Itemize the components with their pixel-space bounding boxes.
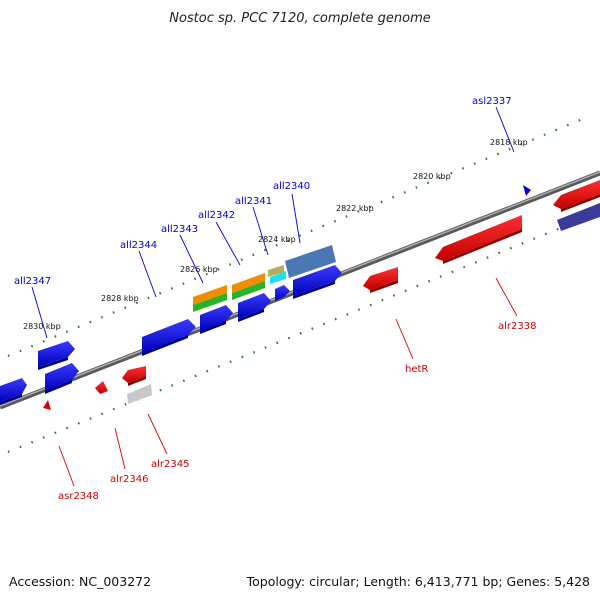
ruler-label: 2822 kbp: [336, 204, 374, 213]
gene-forward-orange[interactable]: [193, 285, 227, 305]
label-leader: [252, 206, 269, 256]
ruler-label: 2820 kbp: [413, 172, 451, 181]
gene-label[interactable]: hetR: [405, 364, 428, 375]
map-title: Nostoc sp. PCC 7120, complete genome: [169, 11, 431, 26]
ruler-label: 2830 kbp: [23, 322, 61, 331]
ruler-label: 2826 kbp: [180, 265, 218, 274]
gene-label[interactable]: asr2348: [58, 491, 99, 502]
gene-forward-green[interactable]: [232, 281, 265, 300]
ruler-label: 2818 kbp: [490, 138, 528, 147]
gene-label[interactable]: all2341: [235, 196, 272, 207]
label-leader: [58, 445, 75, 487]
gene-forward-cyan[interactable]: [270, 271, 286, 284]
gene-label[interactable]: all2343: [161, 224, 198, 235]
topology-text: Topology: circular; Length: 6,413,771 bp…: [246, 574, 590, 589]
label-leader: [147, 413, 168, 455]
gene-label[interactable]: all2340: [273, 181, 310, 192]
label-leader: [138, 250, 157, 298]
ruler-label: 2828 kbp: [101, 294, 139, 303]
gene-forward-orange[interactable]: [232, 273, 265, 293]
gene-label[interactable]: asl2337: [472, 96, 512, 107]
label-leader: [215, 221, 241, 266]
gene-label[interactable]: alr2338: [498, 321, 536, 332]
gene-forward-slate[interactable]: [557, 203, 600, 231]
label-leader: [495, 106, 515, 153]
gene-forward[interactable]: [45, 363, 79, 394]
gene-forward-green[interactable]: [193, 293, 227, 312]
gene-label[interactable]: all2342: [198, 210, 235, 221]
gene-forward[interactable]: [38, 341, 75, 370]
gene-forward[interactable]: [142, 319, 196, 356]
gene-reverse[interactable]: [435, 215, 522, 264]
label-leader: [114, 427, 126, 470]
accession-text: Accession: NC_003272: [9, 574, 151, 589]
gene-label[interactable]: all2344: [120, 240, 157, 251]
label-leader: [291, 193, 301, 244]
gene-label[interactable]: alr2345: [151, 459, 189, 470]
gene-reverse[interactable]: [553, 180, 600, 212]
gene-reverse[interactable]: [95, 381, 108, 394]
gene-reverse[interactable]: [363, 267, 398, 293]
gene-reverse-asr2348[interactable]: [43, 400, 51, 410]
gene-forward[interactable]: [238, 293, 271, 322]
label-leader: [31, 286, 48, 339]
gene-label[interactable]: all2347: [14, 276, 51, 287]
gene-forward-steelblue[interactable]: [285, 245, 336, 278]
ruler-label: 2824 kbp: [258, 235, 296, 244]
gene-forward-asl2337[interactable]: [523, 185, 531, 196]
reverse-tick-row: [7, 214, 591, 454]
label-leader: [395, 318, 414, 360]
gene-forward[interactable]: [200, 305, 233, 334]
gene-forward[interactable]: [0, 378, 27, 405]
label-leader: [179, 234, 204, 284]
gene-forward-khaki[interactable]: [268, 265, 284, 277]
gene-reverse-gray[interactable]: [127, 384, 152, 404]
gene-forward[interactable]: [275, 285, 290, 301]
gene-label[interactable]: alr2346: [110, 474, 148, 485]
gene-reverse[interactable]: [122, 366, 146, 386]
gene-forward[interactable]: [293, 265, 342, 299]
label-leader: [495, 277, 518, 317]
